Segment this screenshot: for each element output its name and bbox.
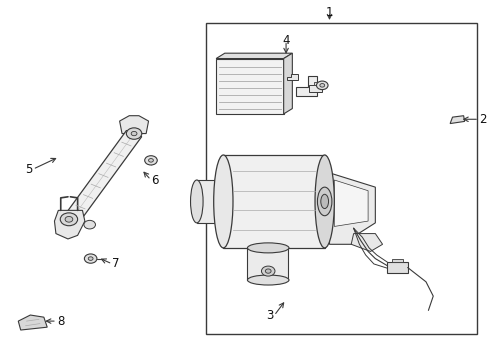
Polygon shape bbox=[196, 180, 223, 223]
Polygon shape bbox=[391, 259, 402, 262]
Text: 1: 1 bbox=[325, 6, 332, 19]
Polygon shape bbox=[313, 82, 317, 85]
Ellipse shape bbox=[320, 194, 328, 208]
Text: 7: 7 bbox=[112, 257, 120, 270]
Circle shape bbox=[148, 158, 153, 162]
Circle shape bbox=[144, 156, 157, 165]
Polygon shape bbox=[223, 155, 324, 248]
Polygon shape bbox=[329, 173, 375, 244]
Polygon shape bbox=[18, 315, 47, 330]
Polygon shape bbox=[283, 53, 292, 114]
Ellipse shape bbox=[247, 243, 288, 253]
Polygon shape bbox=[308, 85, 322, 93]
Text: 8: 8 bbox=[57, 315, 64, 328]
Text: 6: 6 bbox=[151, 174, 158, 186]
Text: 3: 3 bbox=[266, 309, 273, 322]
Polygon shape bbox=[120, 116, 148, 134]
Polygon shape bbox=[286, 73, 297, 80]
Text: 4: 4 bbox=[282, 34, 289, 47]
Circle shape bbox=[88, 257, 93, 260]
Circle shape bbox=[261, 266, 274, 276]
Polygon shape bbox=[216, 53, 292, 59]
Circle shape bbox=[265, 269, 270, 273]
Circle shape bbox=[319, 84, 324, 87]
Ellipse shape bbox=[317, 187, 331, 216]
Circle shape bbox=[126, 128, 142, 139]
Bar bbox=[206, 23, 476, 334]
Circle shape bbox=[84, 254, 97, 263]
Ellipse shape bbox=[314, 155, 334, 248]
Text: 5: 5 bbox=[25, 163, 33, 176]
Circle shape bbox=[84, 220, 95, 229]
Polygon shape bbox=[295, 76, 317, 96]
Circle shape bbox=[316, 81, 327, 90]
Circle shape bbox=[60, 213, 78, 226]
Ellipse shape bbox=[190, 180, 203, 223]
Ellipse shape bbox=[247, 275, 288, 285]
Polygon shape bbox=[386, 262, 407, 273]
Polygon shape bbox=[247, 248, 288, 280]
Polygon shape bbox=[216, 59, 283, 114]
Ellipse shape bbox=[213, 155, 232, 248]
Text: 2: 2 bbox=[478, 113, 486, 126]
Circle shape bbox=[65, 216, 73, 222]
Polygon shape bbox=[334, 180, 367, 226]
Polygon shape bbox=[449, 116, 464, 123]
Polygon shape bbox=[65, 131, 142, 221]
Polygon shape bbox=[350, 234, 382, 251]
Polygon shape bbox=[54, 210, 85, 239]
Circle shape bbox=[131, 131, 137, 136]
